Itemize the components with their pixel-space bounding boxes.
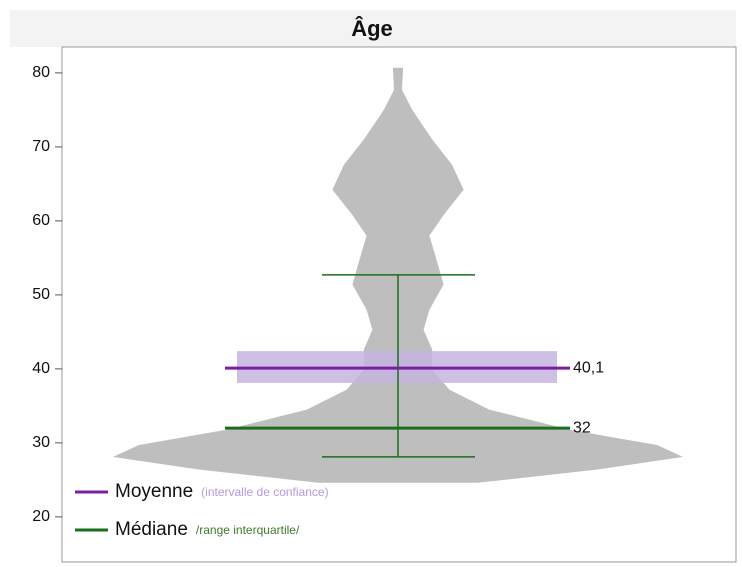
title-bar [10, 10, 736, 47]
legend-label: Médiane [115, 519, 188, 540]
y-tick-label: 50 [32, 286, 50, 303]
y-tick-label: 20 [32, 508, 50, 525]
y-tick-label: 40 [32, 360, 50, 377]
legend-label: Moyenne [115, 481, 193, 502]
y-tick-label: 60 [32, 212, 50, 229]
y-tick-label: 30 [32, 434, 50, 451]
y-tick-label: 80 [32, 64, 50, 81]
chart-title: Âge [351, 16, 393, 41]
legend-note: /range interquartile/ [196, 523, 300, 537]
y-tick-label: 70 [32, 138, 50, 155]
median-label: 32 [573, 419, 591, 436]
legend-note: (intervalle de confiance) [201, 485, 328, 499]
mean-label: 40,1 [573, 359, 604, 376]
